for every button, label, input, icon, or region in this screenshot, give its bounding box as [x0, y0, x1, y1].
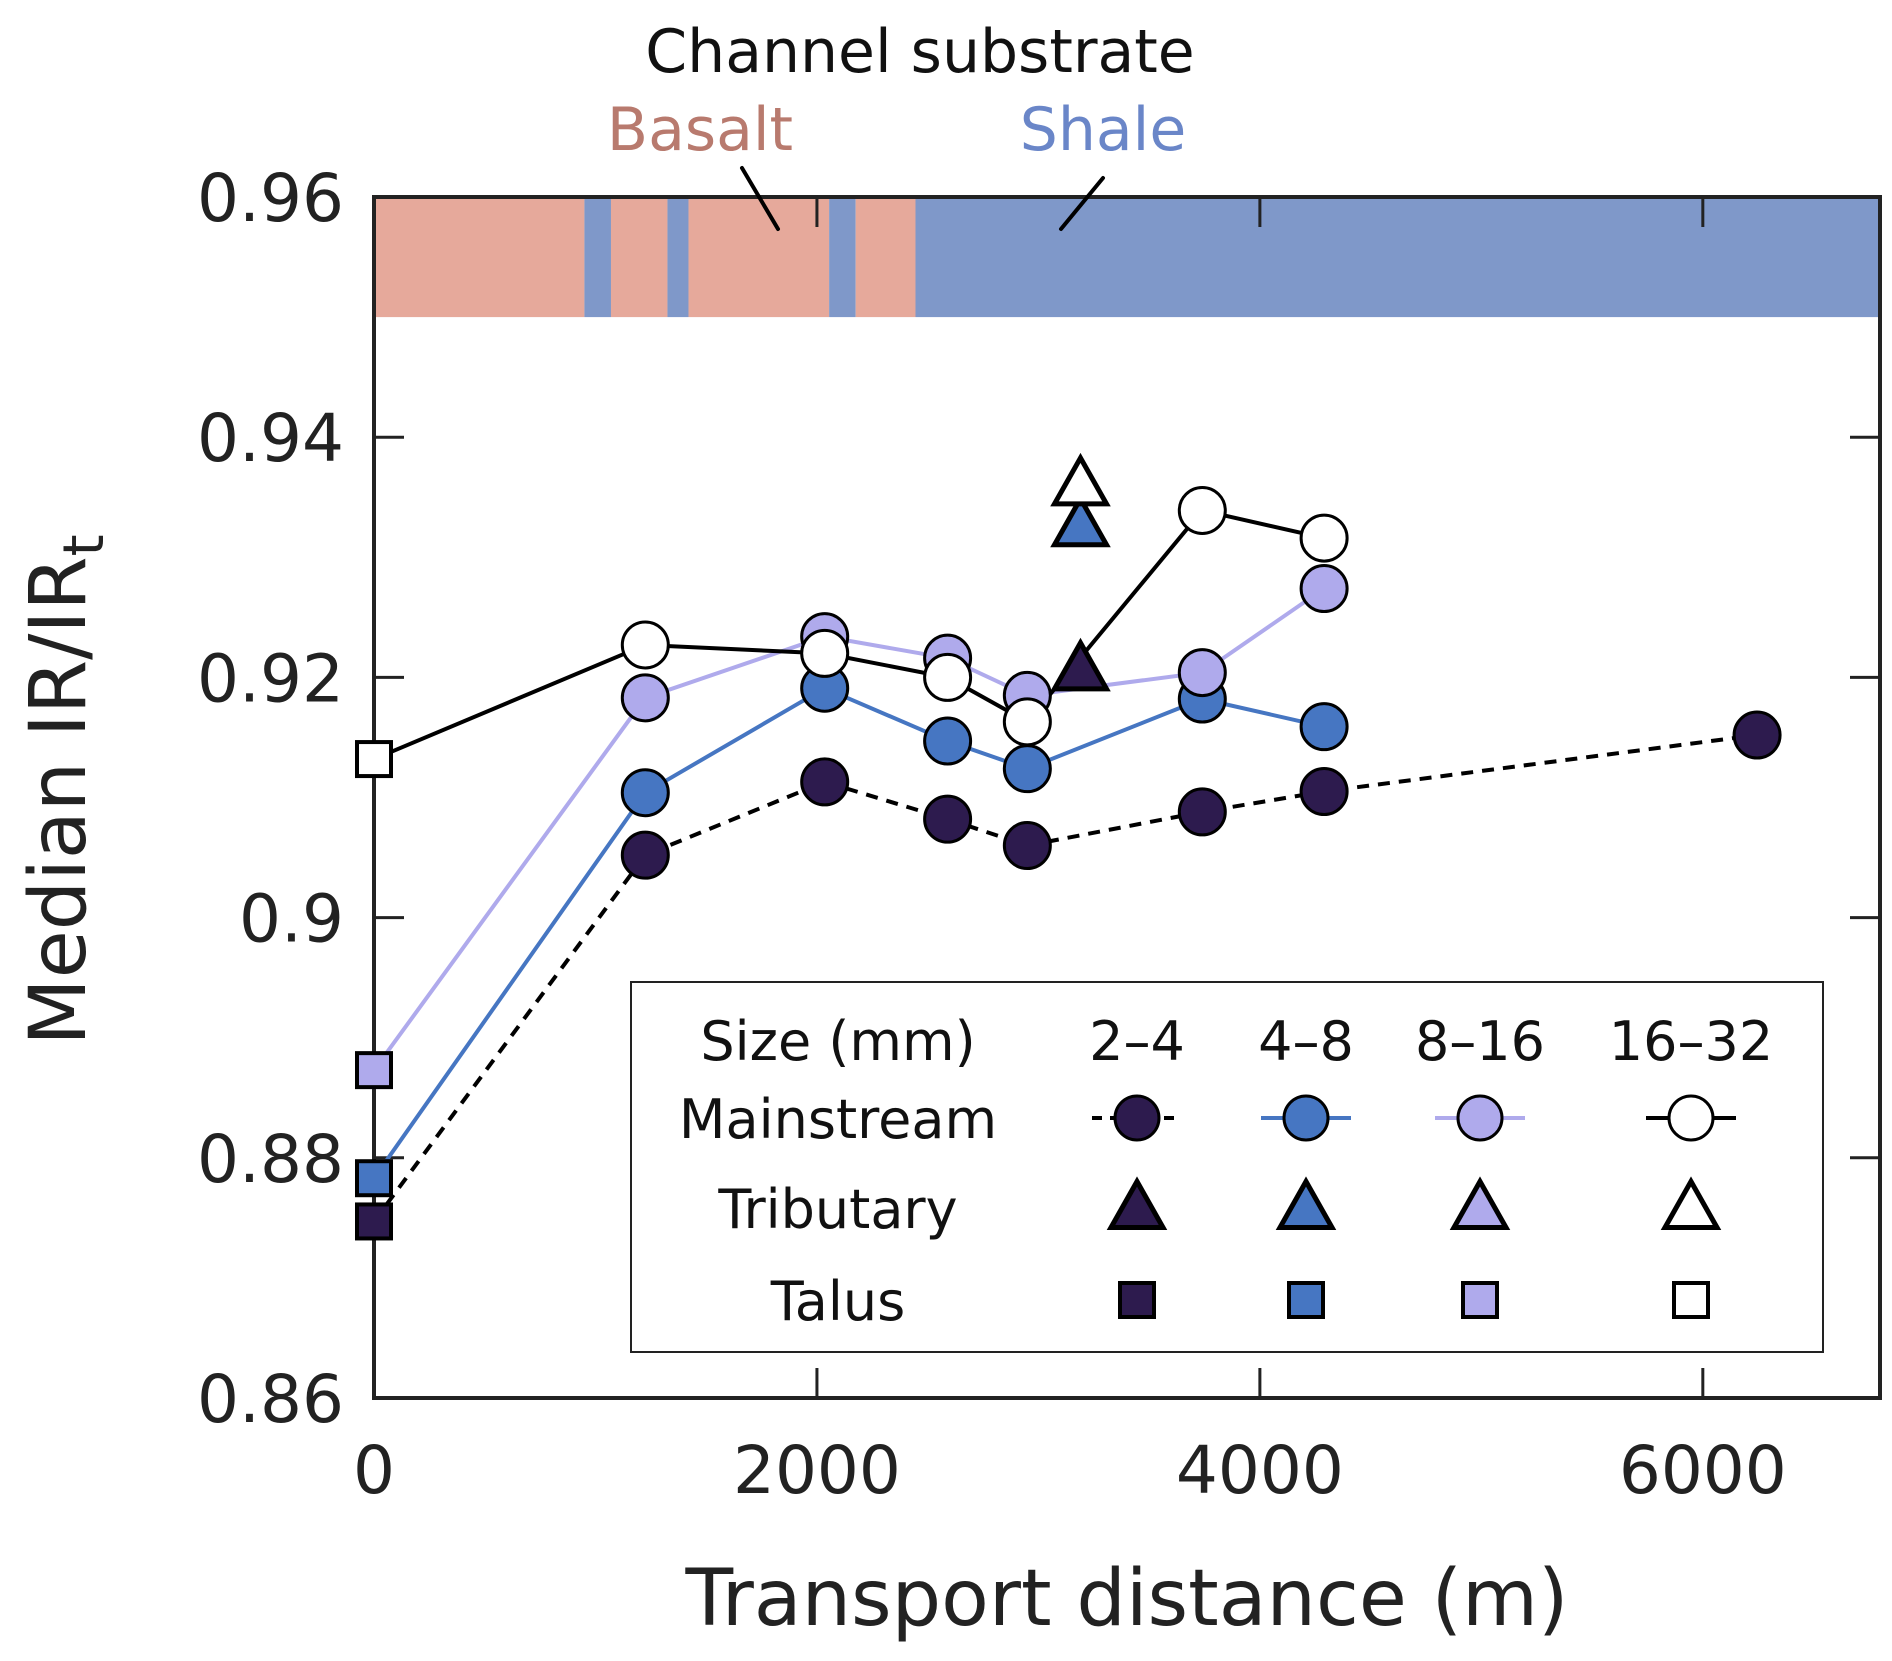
legend-square-marker — [1461, 1281, 1499, 1319]
axis-labels: Transport distance (m) Median IR/IRt Cha… — [14, 17, 1568, 1644]
legend-circle-marker — [1113, 1094, 1161, 1142]
legend: Size (mm) 2–4 4–8 8–16 16–32 Mainstream Tribut… — [630, 981, 1824, 1353]
legend-square-marker — [1287, 1281, 1325, 1319]
mainstream-point-2–4 — [620, 830, 670, 880]
legend-size-label: 8–16 — [1415, 1010, 1545, 1073]
talus-point-2–4 — [355, 1202, 393, 1241]
mainstream-point-2–4 — [1177, 787, 1227, 837]
substrate-segment-basalt — [610, 197, 668, 318]
mainstream-point-8–16 — [1299, 564, 1349, 614]
substrate-segment-shale — [829, 197, 856, 318]
legend-size-label: 4–8 — [1258, 1010, 1354, 1073]
mainstream-point-4–8 — [1299, 702, 1349, 752]
substrate-band — [374, 197, 1880, 318]
x-tick-label: 4000 — [1176, 1432, 1344, 1509]
mainstream-point-2–4 — [800, 757, 850, 807]
x-tick-label: 6000 — [1619, 1432, 1787, 1509]
substrate-segment-shale — [667, 197, 689, 318]
legend-size-label: 16–32 — [1609, 1010, 1773, 1073]
mainstream-point-16–32 — [1177, 485, 1227, 535]
substrate-segment-basalt — [855, 197, 916, 318]
y-tick-label: 0.96 — [197, 160, 344, 237]
y-tick-label: 0.94 — [197, 400, 344, 477]
talus-point-16–32 — [355, 740, 393, 779]
legend-triangle-marker — [1660, 1176, 1722, 1230]
legend-triangle-marker — [1449, 1176, 1511, 1230]
legend-header: Size (mm) — [700, 1010, 975, 1073]
legend-triangle-marker — [1106, 1176, 1168, 1230]
data-markers — [355, 452, 1782, 1241]
plot-frame — [372, 195, 1882, 1400]
x-tick-label: 2000 — [733, 1432, 901, 1509]
substrate-header: Channel substrate — [645, 17, 1194, 87]
y-axis-title: Median IR/IRt — [14, 534, 117, 1045]
legend-circle-marker — [1667, 1094, 1715, 1142]
legend-circle-marker — [1456, 1094, 1504, 1142]
x-axis-title: Transport distance (m) — [685, 1554, 1569, 1644]
mainstream-point-16–32 — [1299, 513, 1349, 563]
substrate-segment-shale — [584, 197, 611, 318]
talus-point-4–8 — [355, 1159, 393, 1198]
basalt-label: Basalt — [607, 95, 793, 165]
legend-square-marker — [1118, 1281, 1156, 1319]
mainstream-point-16–32 — [923, 652, 973, 702]
legend-square-marker — [1672, 1281, 1710, 1319]
y-tick-label: 0.88 — [197, 1121, 344, 1198]
mainstream-point-16–32 — [1002, 697, 1052, 747]
mainstream-point-4–8 — [1002, 744, 1052, 794]
legend-circle-marker — [1282, 1094, 1330, 1142]
mainstream-point-4–8 — [620, 768, 670, 818]
legend-row-label: Tributary — [717, 1178, 957, 1241]
legend-triangle-marker — [1275, 1176, 1337, 1230]
mainstream-point-16–32 — [620, 620, 670, 670]
y-tick-label: 0.86 — [197, 1361, 344, 1438]
mainstream-point-2–4 — [923, 794, 973, 844]
y-axis-title-main: Median IR/IR — [14, 556, 104, 1045]
substrate-segment-basalt — [688, 197, 830, 318]
legend-row-label: Mainstream — [679, 1088, 997, 1151]
mainstream-point-8–16 — [620, 673, 670, 723]
tributary-point-4–8 — [1050, 493, 1111, 548]
substrate-segment-shale — [915, 197, 1880, 318]
y-tick-label: 0.9 — [239, 881, 344, 958]
shale-pointer — [1059, 176, 1105, 231]
tributary-point-16–32 — [1050, 452, 1111, 507]
mainstream-point-2–4 — [1002, 821, 1052, 871]
axes: 0 2000 4000 6000 0.86 0.88 0.9 0.92 0.94 0.96 — [197, 160, 1882, 1509]
basalt-pointer — [740, 166, 780, 231]
mainstream-point-16–32 — [800, 628, 850, 678]
mainstream-point-2–4 — [1732, 710, 1782, 760]
substrate-segment-basalt — [374, 197, 585, 318]
y-tick-label: 0.92 — [197, 640, 344, 717]
legend-size-label: 2–4 — [1089, 1010, 1185, 1073]
legend-row-label: Talus — [770, 1270, 906, 1333]
tributary-point-2–4 — [1050, 637, 1111, 692]
mainstream-point-8–16 — [1177, 648, 1227, 698]
x-tick-label: 0 — [353, 1432, 395, 1509]
legend-box — [630, 981, 1824, 1353]
mainstream-point-4–8 — [923, 716, 973, 766]
shale-label: Shale — [1020, 95, 1186, 165]
y-axis-title-sub: t — [52, 534, 117, 556]
talus-point-8–16 — [355, 1051, 393, 1090]
mainstream-point-2–4 — [1299, 766, 1349, 816]
